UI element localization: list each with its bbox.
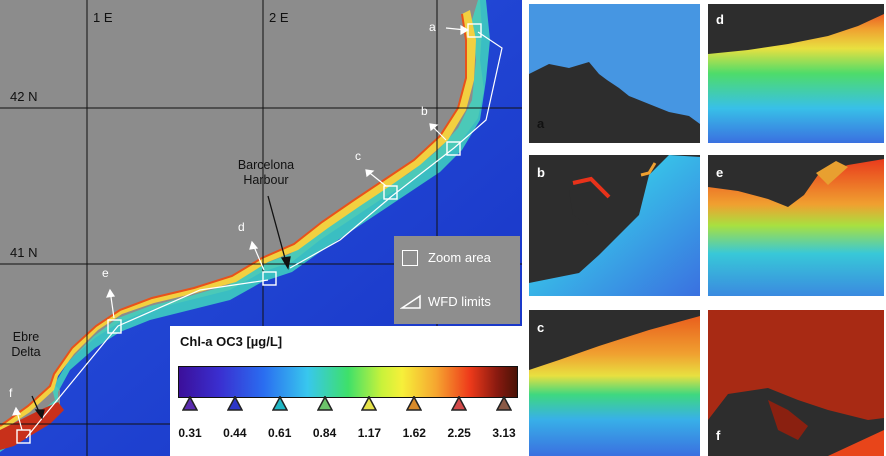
lat-label-42n: 42 N (10, 89, 38, 104)
zoom-panel-f: f (708, 310, 884, 456)
colorbar-tick-label: 1.17 (357, 426, 382, 440)
panel-a-graphic (529, 4, 700, 143)
zoom-panel-b: b (529, 155, 700, 296)
barcelona-line-2: Harbour (243, 173, 289, 187)
zoom-arrows (12, 24, 470, 431)
colorbar-tick-marker (361, 394, 378, 417)
colorbar-tick-label: 1.62 (402, 426, 426, 440)
panel-d-graphic (708, 4, 884, 143)
zoom-label-d: d (238, 220, 245, 234)
zoom-label-a: a (429, 20, 436, 34)
colorbar-tick-marker (406, 394, 423, 417)
land-area (0, 0, 470, 426)
panel-f-graphic (708, 310, 884, 456)
panel-b-graphic (529, 155, 700, 296)
panel-e-graphic (708, 155, 884, 296)
lon-label-1e: 1 E (93, 10, 113, 25)
colorbar-tick-marker (495, 394, 513, 417)
nearshore-band (0, 10, 476, 432)
panel-d-letter: d (716, 12, 724, 27)
ebre-line-1: Ebre (12, 330, 40, 344)
zoom-panel-a: a (529, 4, 700, 143)
panel-f-letter: f (716, 428, 721, 443)
ebre-line-2: Delta (11, 345, 41, 359)
panel-c-letter: c (537, 320, 545, 335)
wfd-limits-symbol (400, 294, 421, 309)
colorbar-title: Chl-a OC3 [µg/L] (180, 334, 283, 349)
panel-e-letter: e (716, 165, 724, 180)
wfd-limits-label: WFD limits (428, 294, 491, 309)
zoom-panel-c: c (529, 310, 700, 456)
colorbar-tick-marker (226, 394, 244, 417)
ebre-delta-label: Ebre Delta (4, 330, 48, 360)
zoom-panel-d: d (708, 4, 884, 143)
zoom-label-e: e (102, 266, 109, 280)
colorbar-tick-label: 0.61 (268, 426, 292, 440)
panel-b-letter: b (537, 165, 545, 180)
panel-c-graphic (529, 310, 700, 456)
zoom-label-c: c (355, 149, 361, 163)
coastline (0, 13, 467, 427)
lon-label-2e: 2 E (269, 10, 289, 25)
colorbar-tick-marker (316, 394, 333, 417)
zoom-area-symbol (402, 250, 418, 266)
map-legend: Zoom area WFD limits (394, 236, 520, 324)
place-arrows (31, 195, 291, 420)
colorbar-tick-marker (181, 394, 199, 417)
colorbar-gradient (178, 366, 518, 398)
zoom-area-label: Zoom area (428, 250, 491, 265)
zoom-panel-e: e (708, 155, 884, 296)
wfd-limit-lines (25, 31, 503, 439)
panel-a-letter: a (537, 116, 545, 131)
zoom-label-b: b (421, 104, 428, 118)
colorbar-tick-marker (271, 394, 288, 417)
colorbar-tick-label: 0.31 (178, 426, 202, 440)
colorbar-tick-label: 0.84 (312, 426, 337, 440)
colorbar-tick-label: 0.44 (223, 426, 247, 440)
ebre-delta (0, 402, 64, 450)
barcelona-harbour-label: Barcelona Harbour (226, 158, 306, 188)
colorbar-tick-marker (450, 394, 468, 417)
lat-label-41n: 41 N (10, 245, 38, 260)
zoom-label-f: f (9, 386, 13, 400)
colorbar-tick-label: 3.13 (492, 426, 516, 440)
colorbar-panel: Chl-a OC3 [µg/L] 0.31 0.44 0.61 0.84 1.17 1.6… (170, 326, 522, 456)
barcelona-line-1: Barcelona (237, 158, 295, 172)
colorbar-tick-label: 2.25 (447, 426, 471, 440)
